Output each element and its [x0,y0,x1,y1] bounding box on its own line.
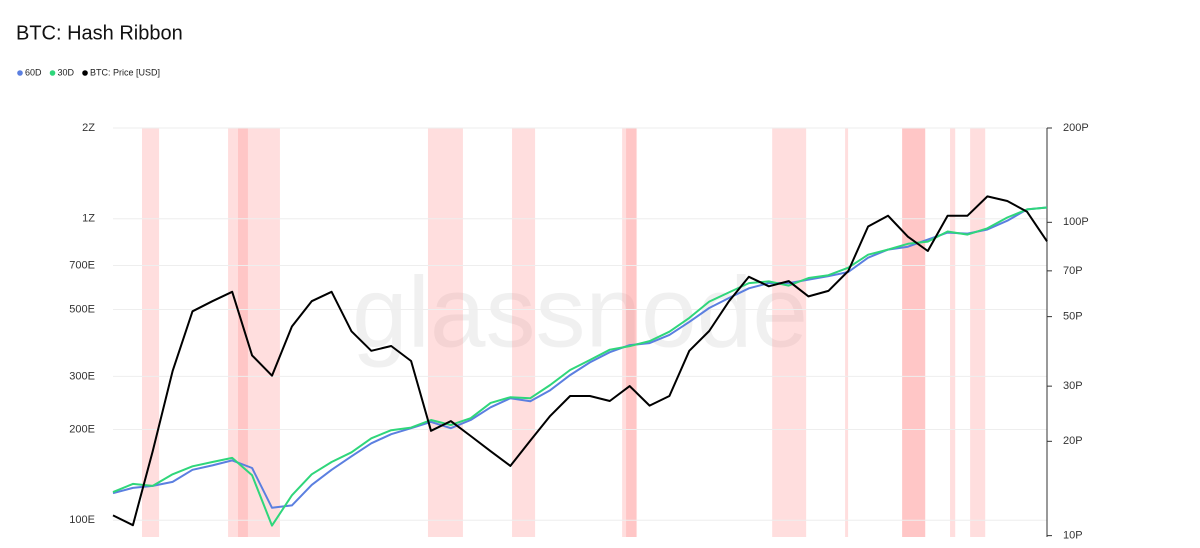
legend-label: 30D [58,67,75,77]
capitulation-band [237,128,248,537]
y2-tick-label: 200P [1063,122,1089,134]
y-tick-label: 1Z [82,213,95,225]
y2-tick-label: 20P [1063,435,1083,447]
capitulation-band [902,128,926,537]
capitulation-band [845,128,849,537]
legend-marker [17,70,23,76]
y-tick-label: 300E [69,370,95,382]
capitulation-band [142,128,160,537]
legend-label: BTC: Price [USD] [90,67,160,77]
series-line [112,206,1048,527]
y2-tick-label: 30P [1063,380,1083,392]
legend-marker [49,70,56,76]
chart-title: BTC: Hash Ribbon [16,22,183,44]
watermark: glassnode [352,256,808,368]
y-tick-label: 200E [69,423,95,435]
capitulation-band [772,128,807,537]
capitulation-band [512,128,536,537]
capitulation-band [970,128,986,537]
capitulation-band [950,128,956,537]
y2-tick-label: 50P [1063,311,1083,323]
y-tick-label: 500E [69,303,95,315]
legend-label: 60D [25,67,42,77]
y2-tick-label: 70P [1063,265,1083,277]
capitulation-band [902,128,926,537]
y-tick-label: 100E [69,514,95,526]
series-line [112,195,1048,527]
legend-marker [82,70,88,76]
capitulation-band [228,128,280,537]
capitulation-band [622,128,638,537]
y-tick-label: 700E [69,259,95,271]
y2-tick-label: 100P [1063,216,1089,228]
capitulation-band [427,128,463,537]
legend: 60D 30D BTC: Price [USD] [17,67,160,77]
y2-tick-label: 10P [1063,530,1083,542]
y-tick-label: 2Z [82,122,95,134]
capitulation-band [626,128,637,537]
